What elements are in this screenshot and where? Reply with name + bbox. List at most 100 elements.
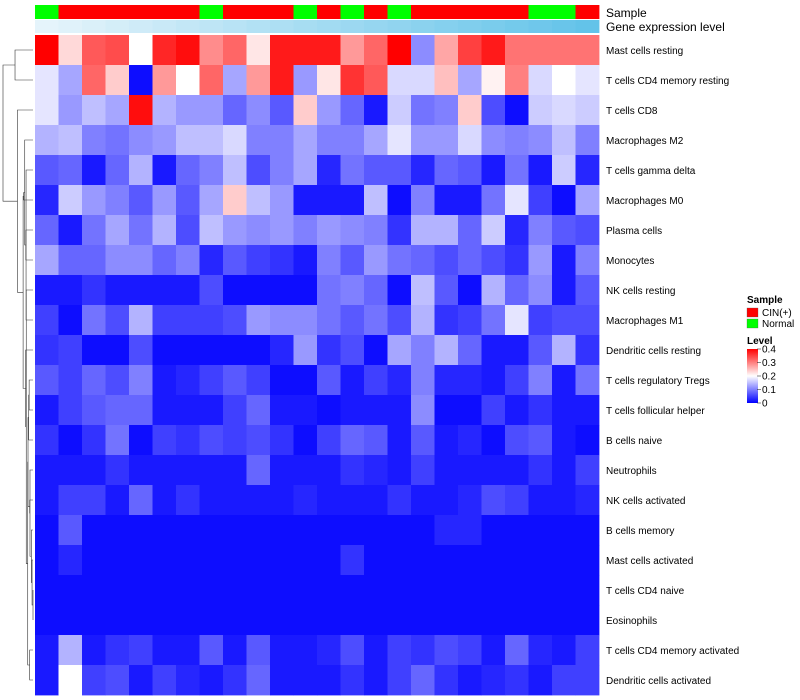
heatmap-cell (35, 575, 59, 606)
heatmap-cell (199, 575, 224, 606)
heatmap-cell (317, 485, 341, 516)
heatmap-cell (411, 335, 435, 366)
heatmap-cell (270, 365, 294, 396)
heatmap-cell (176, 155, 200, 186)
heatmap-cell (505, 485, 529, 516)
heatmap-cell (105, 35, 130, 66)
heatmap-cell (199, 455, 224, 486)
heatmap-cell (317, 455, 341, 486)
heatmap-cell (340, 665, 365, 696)
expression-annotation-cell (434, 20, 459, 33)
sample-annotation-cell (411, 5, 435, 19)
heatmap-cell (528, 425, 553, 456)
heatmap-cell (129, 455, 153, 486)
heatmap-cell (58, 245, 83, 276)
heatmap-cell (340, 635, 365, 666)
heatmap-cell (176, 335, 200, 366)
expression-annotation-cell (364, 20, 388, 33)
heatmap-cell (317, 155, 341, 186)
sample-annotation-cell (434, 5, 459, 19)
heatmap-cell (82, 95, 106, 126)
heatmap-cell (246, 275, 271, 306)
heatmap-cell (528, 455, 553, 486)
heatmap-cell (434, 365, 459, 396)
heatmap-cell (481, 455, 506, 486)
heatmap-cell (270, 95, 294, 126)
heatmap-cell (223, 425, 247, 456)
heatmap-cell (317, 95, 341, 126)
heatmap-cell (552, 605, 576, 636)
heatmap-cell (223, 665, 247, 696)
heatmap-cell (223, 65, 247, 96)
heatmap-cell (223, 605, 247, 636)
heatmap-cell (481, 485, 506, 516)
heatmap-cell (293, 425, 318, 456)
heatmap-cell (129, 395, 153, 426)
heatmap-cell (105, 515, 130, 546)
heatmap-cell (223, 335, 247, 366)
expression-annotation-cell (58, 20, 83, 33)
heatmap-cell (82, 335, 106, 366)
heatmap-cell (434, 605, 459, 636)
heatmap-cell (575, 515, 600, 546)
heatmap-cell (552, 575, 576, 606)
heatmap-cell (176, 425, 200, 456)
heatmap-cell (387, 95, 412, 126)
heatmap-cell (458, 635, 482, 666)
heatmap-cell (199, 335, 224, 366)
heatmap-cell (129, 545, 153, 576)
heatmap-cell (411, 185, 435, 216)
heatmap-cell (129, 65, 153, 96)
heatmap-cell (293, 185, 318, 216)
heatmap-cell (575, 95, 600, 126)
heatmap-cell (364, 365, 388, 396)
heatmap-cell (246, 35, 271, 66)
heatmap-cell (105, 155, 130, 186)
heatmap-cell (458, 455, 482, 486)
heatmap-cell (458, 125, 482, 156)
heatmap-cell (552, 305, 576, 336)
heatmap-cell (199, 305, 224, 336)
heatmap-cell (317, 35, 341, 66)
heatmap-cell (82, 185, 106, 216)
heatmap-cell (246, 365, 271, 396)
heatmap-cell (293, 245, 318, 276)
heatmap-cell (340, 185, 365, 216)
heatmap-cell (481, 305, 506, 336)
heatmap-cell (152, 665, 177, 696)
heatmap-cell (528, 545, 553, 576)
heatmap-cell (223, 575, 247, 606)
heatmap-cell (552, 215, 576, 246)
sample-annotation-cell (246, 5, 271, 19)
heatmap-cell (481, 515, 506, 546)
heatmap-cell (411, 485, 435, 516)
heatmap-cell (458, 605, 482, 636)
heatmap-cell (340, 95, 365, 126)
expression-annotation-cell (411, 20, 435, 33)
heatmap-cell (317, 275, 341, 306)
heatmap-cell (434, 65, 459, 96)
heatmap-cell (387, 65, 412, 96)
expression-annotation-cell (246, 20, 271, 33)
heatmap-cell (434, 275, 459, 306)
annotation-label-expression: Gene expression level (606, 20, 725, 34)
heatmap-cell (35, 335, 59, 366)
heatmap-cell (152, 185, 177, 216)
heatmap-cell (340, 515, 365, 546)
heatmap-cell (411, 215, 435, 246)
heatmap-cell (246, 395, 271, 426)
heatmap-cell (270, 395, 294, 426)
expression-annotation-cell (82, 20, 106, 33)
heatmap-cell (293, 335, 318, 366)
heatmap-cell (35, 365, 59, 396)
expression-annotation-cell (35, 20, 59, 33)
heatmap-cell (270, 185, 294, 216)
heatmap-cell (82, 275, 106, 306)
heatmap-cell (387, 575, 412, 606)
heatmap-cell (528, 65, 553, 96)
heatmap-cell (528, 305, 553, 336)
heatmap-cell (411, 515, 435, 546)
heatmap-cell (317, 65, 341, 96)
heatmap-cell (458, 35, 482, 66)
heatmap-cell (176, 575, 200, 606)
